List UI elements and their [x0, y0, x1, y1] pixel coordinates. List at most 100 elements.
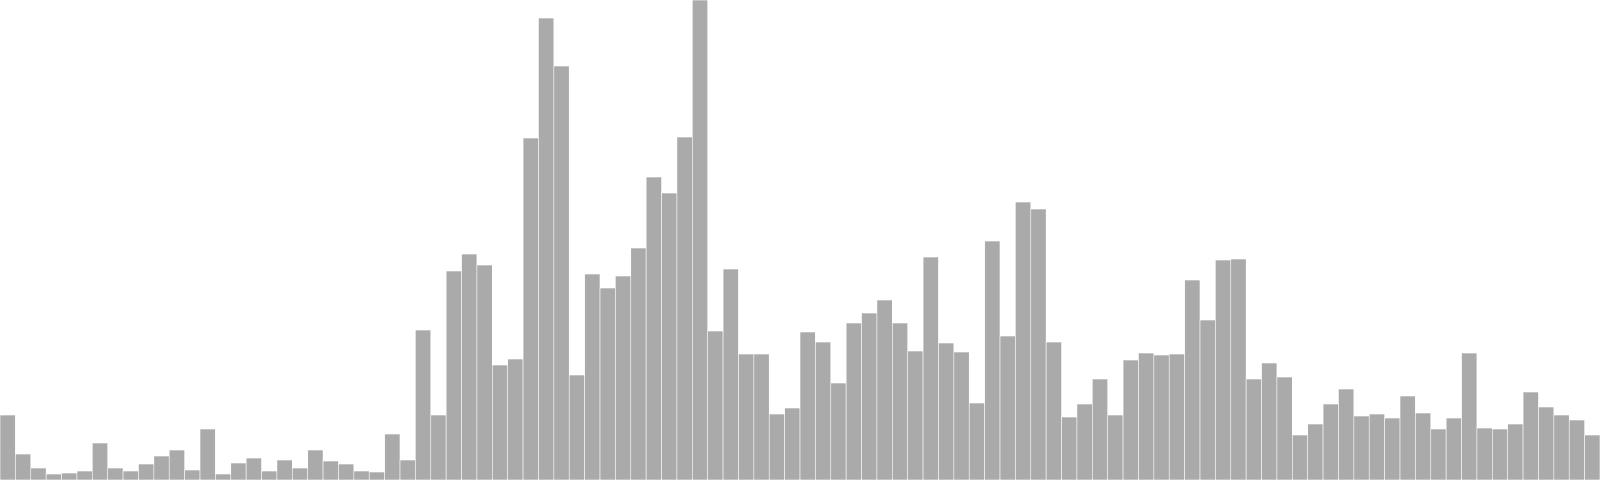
- histogram-bar: [215, 473, 232, 480]
- histogram-bar: [861, 312, 878, 480]
- histogram-bar: [522, 137, 539, 480]
- histogram-bar: [938, 342, 955, 480]
- histogram-bar: [830, 382, 847, 480]
- histogram-bar: [999, 335, 1016, 480]
- histogram-bar: [292, 467, 308, 480]
- histogram-bar: [92, 442, 108, 480]
- histogram-bar: [1461, 352, 1478, 480]
- histogram-bar: [107, 467, 124, 480]
- histogram-bar: [661, 192, 678, 480]
- histogram-bar: [461, 253, 478, 480]
- histogram-bar: [153, 455, 170, 480]
- histogram-bar: [876, 299, 893, 480]
- histogram-bar: [1261, 362, 1278, 480]
- histogram-bar: [584, 273, 601, 480]
- histogram-bar: [184, 469, 201, 480]
- histogram-bar: [353, 470, 370, 480]
- histogram-bar: [245, 457, 262, 480]
- histogram-bar: [1199, 319, 1216, 480]
- histogram-bar: [1307, 423, 1324, 480]
- histogram-bar: [1015, 201, 1032, 480]
- histogram-bar: [615, 275, 632, 480]
- histogram-bar: [892, 322, 908, 480]
- histogram-bar: [599, 287, 616, 480]
- histogram-bar: [368, 471, 385, 480]
- histogram-bar: [138, 463, 155, 480]
- histogram-bar: [430, 414, 447, 480]
- histogram-bar: [553, 65, 570, 480]
- histogram-bar: [645, 176, 662, 480]
- histogram-bar: [415, 329, 432, 480]
- histogram-bar: [0, 414, 16, 480]
- histogram-bar: [1230, 258, 1247, 480]
- histogram-bar: [1430, 428, 1447, 480]
- histogram-bar: [1353, 415, 1370, 480]
- histogram-bar: [1092, 378, 1108, 480]
- histogram-bar: [707, 330, 724, 480]
- histogram-bar: [1507, 423, 1524, 480]
- histogram-bar: [230, 462, 247, 480]
- histogram-bar: [1215, 259, 1232, 480]
- histogram-bar: [1045, 341, 1062, 480]
- histogram-bar: [845, 322, 862, 480]
- histogram-bar: [630, 247, 647, 480]
- histogram-bar: [968, 402, 985, 480]
- histogram-bar: [1030, 208, 1047, 480]
- histogram-bar: [307, 449, 324, 480]
- histogram-bar: [1415, 412, 1432, 480]
- histogram-bar: [753, 353, 770, 480]
- histogram-bar: [45, 473, 62, 480]
- histogram-bar: [445, 270, 462, 480]
- histogram-bar: [738, 353, 755, 480]
- histogram-bar: [768, 413, 785, 480]
- histogram-bar: [1399, 395, 1416, 480]
- histogram-bar: [76, 470, 93, 480]
- histogram-bar: [1107, 414, 1124, 480]
- histogram-bar: [1384, 417, 1401, 480]
- histogram-bar: [1492, 428, 1508, 480]
- histogram-bar: [322, 460, 339, 480]
- histogram-bar: [1522, 391, 1539, 480]
- histogram-bar: [676, 136, 693, 480]
- histogram-bar: [1476, 427, 1493, 480]
- histogram-bar: [261, 470, 278, 480]
- histogram-bar: [1568, 419, 1585, 480]
- histogram-bar: [799, 331, 816, 480]
- histogram-bar: [1584, 434, 1600, 480]
- histogram-bar: [1276, 376, 1293, 480]
- histogram-bar: [61, 472, 78, 480]
- histogram-bar: [538, 17, 555, 480]
- histogram-bar: [722, 268, 739, 480]
- histogram-bar: [1553, 414, 1570, 480]
- histogram-bar: [276, 459, 293, 480]
- histogram-bar: [168, 449, 185, 480]
- histogram-bar: [784, 407, 801, 480]
- histogram-bar: [1168, 353, 1185, 480]
- histogram-bar: [984, 240, 1001, 480]
- histogram-bar: [399, 459, 416, 480]
- histogram-bar: [692, 0, 708, 480]
- histogram-bar: [1076, 403, 1093, 480]
- histogram-bar: [1368, 413, 1385, 480]
- histogram-bar: [1122, 359, 1139, 480]
- histogram-bar: [1184, 279, 1201, 480]
- histogram-bar: [476, 264, 493, 480]
- histogram-bar: [122, 470, 139, 480]
- histogram-bar: [1445, 417, 1462, 480]
- histogram-bar: [338, 463, 355, 480]
- histogram-bar: [1292, 434, 1308, 480]
- histogram-bar: [15, 453, 32, 480]
- histogram-bar: [815, 341, 832, 480]
- histogram-bar: [953, 351, 970, 480]
- histogram-bar: [199, 428, 216, 480]
- histogram-bar: [1153, 354, 1170, 480]
- histogram-bar: [1322, 403, 1339, 480]
- histogram-bar: [907, 350, 924, 480]
- histogram-bar: [1245, 378, 1262, 480]
- histogram-bar: [922, 256, 939, 480]
- histogram-bar: [1061, 416, 1078, 480]
- histogram-bar: [507, 358, 524, 480]
- histogram-bar: [384, 433, 401, 480]
